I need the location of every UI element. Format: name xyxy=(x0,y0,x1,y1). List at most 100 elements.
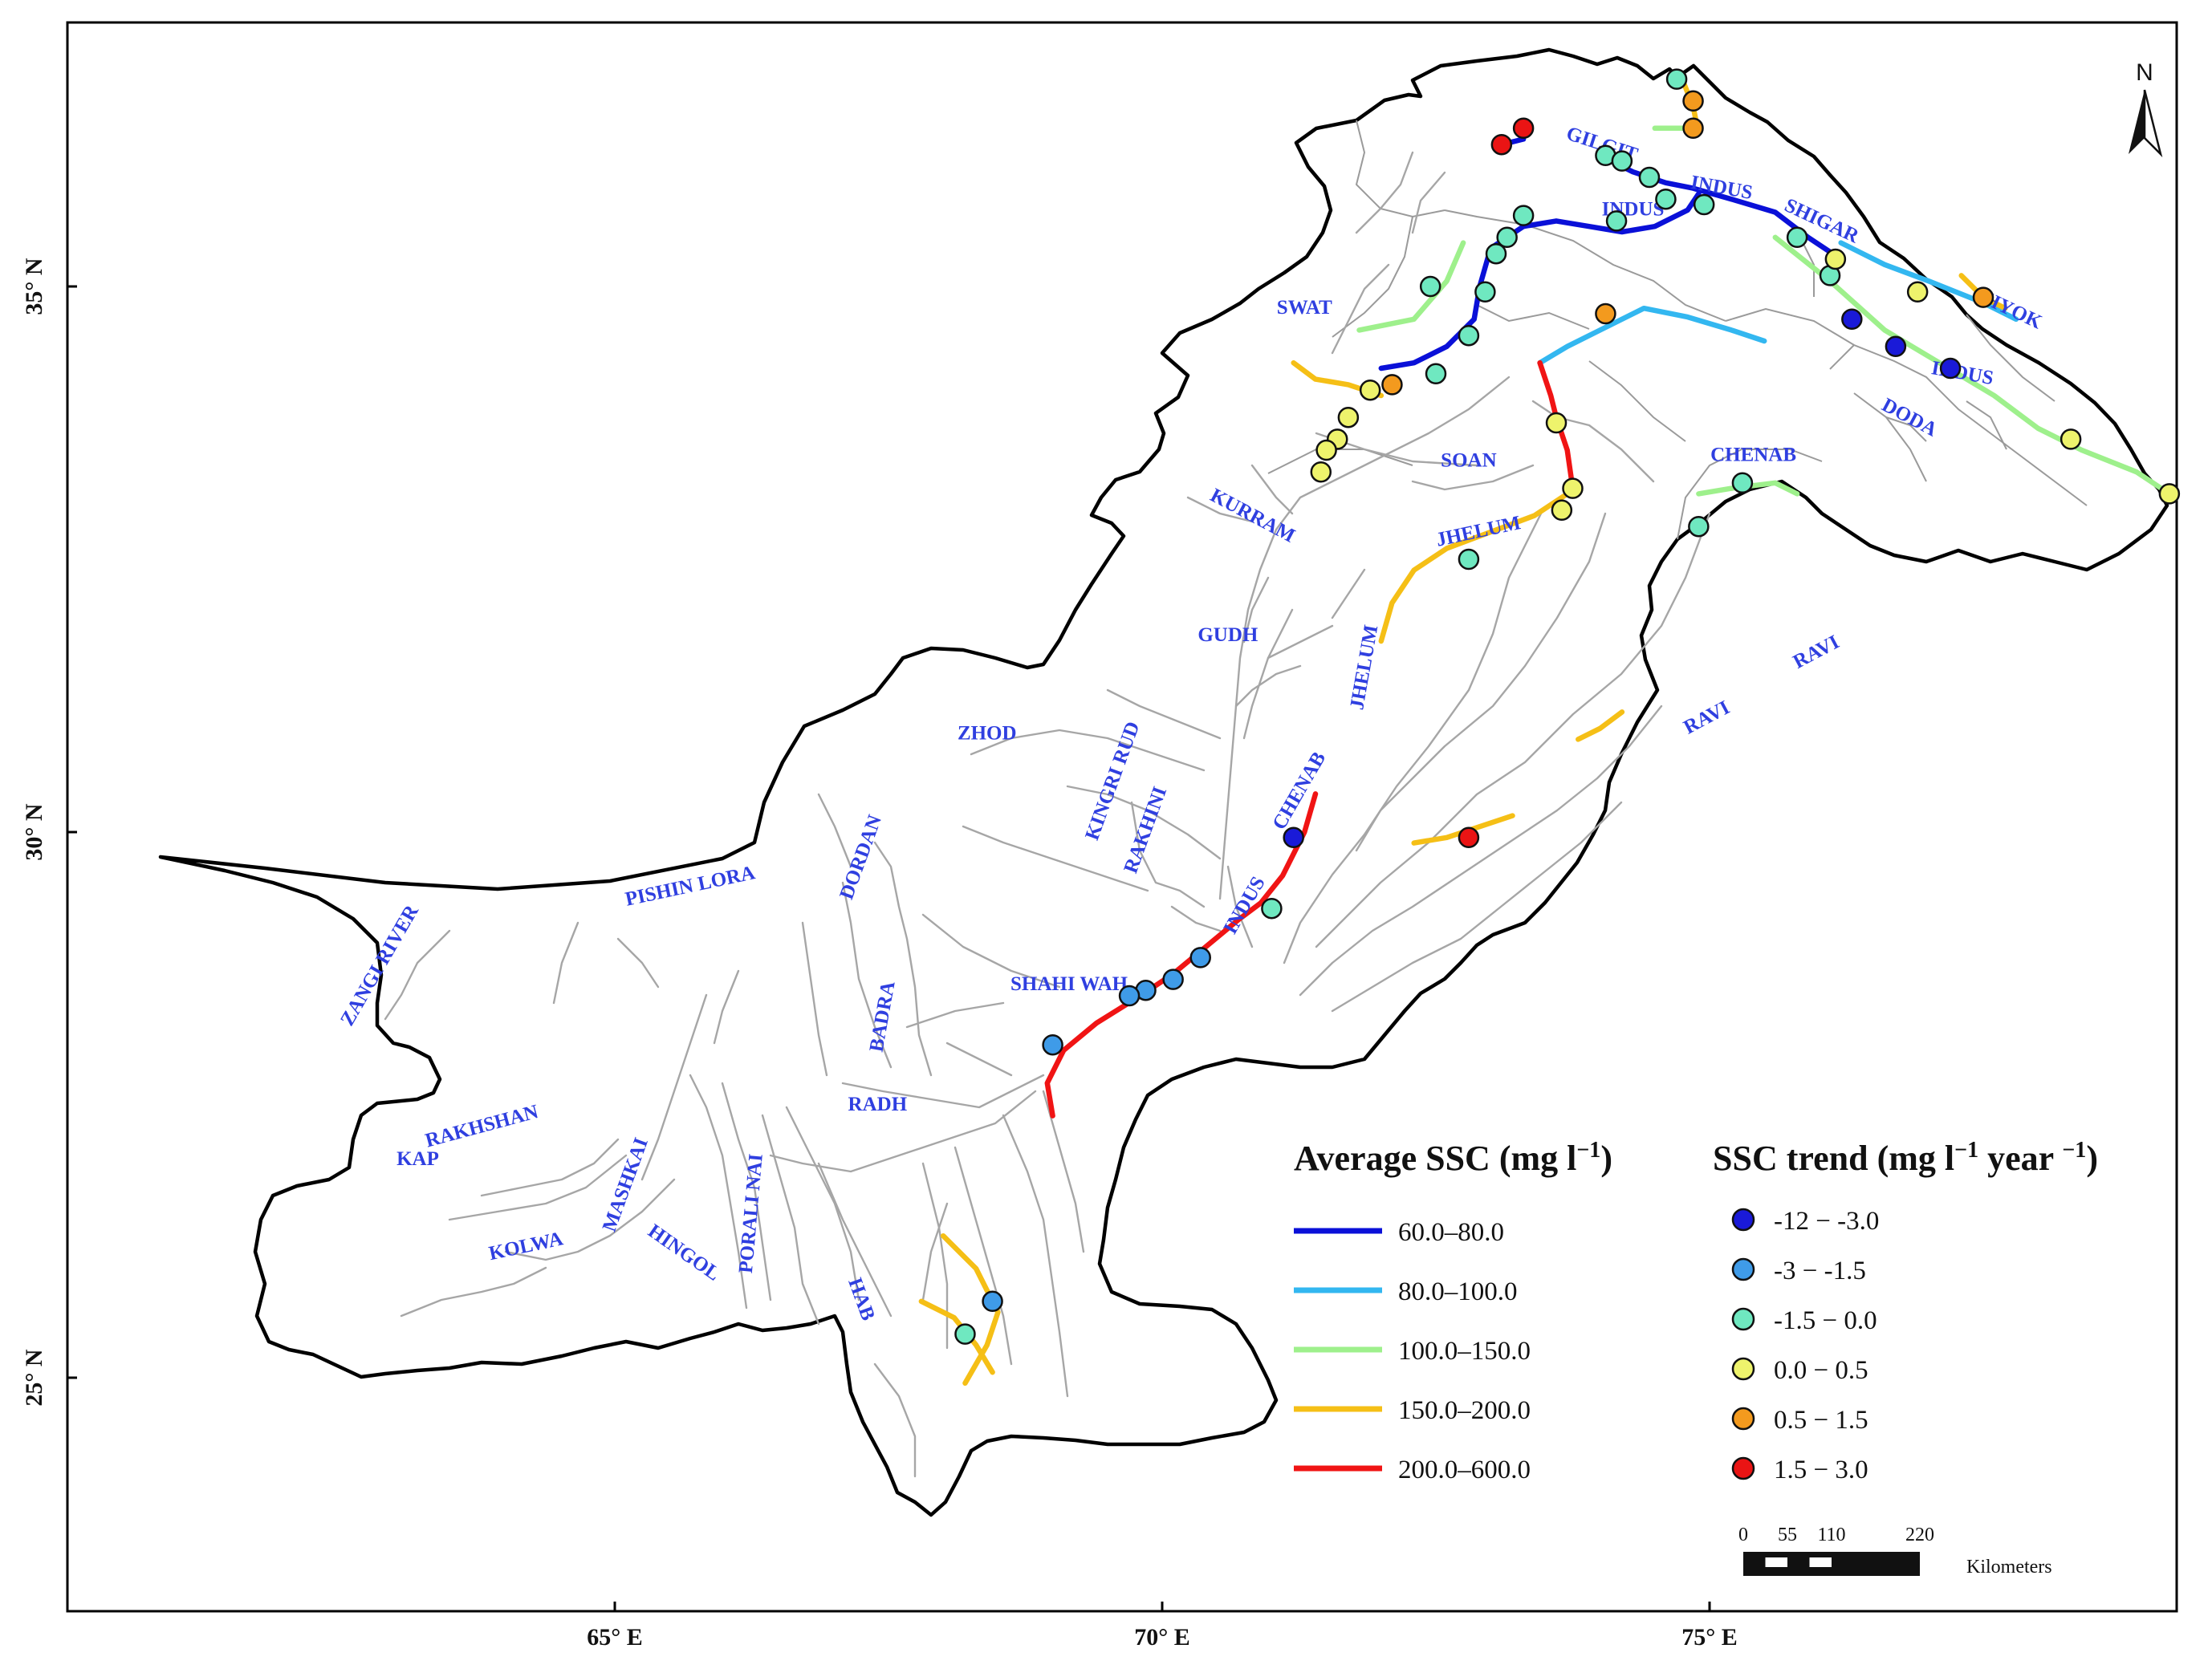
station-point xyxy=(1731,472,1754,494)
x-tick-label: 70° E xyxy=(1134,1624,1190,1651)
ssc-legend-label: 80.0–100.0 xyxy=(1398,1277,1518,1306)
scale-bar-tick-label: 0 xyxy=(1738,1525,1748,1545)
ssc-legend-label: 150.0–200.0 xyxy=(1398,1396,1531,1425)
station-point xyxy=(1512,205,1535,226)
station-point xyxy=(1496,226,1518,249)
trend-legend-swatch xyxy=(1731,1307,1755,1331)
ssc-legend-label: 200.0–600.0 xyxy=(1398,1456,1531,1484)
station-point xyxy=(1611,150,1633,172)
station-point xyxy=(1665,68,1688,90)
scale-bar-unit: Kilometers xyxy=(1966,1557,2052,1578)
trend-legend-label: -1.5 − 0.0 xyxy=(1774,1306,1877,1335)
y-tick-label: 30° N xyxy=(21,803,47,860)
scale-bar-tick-label: 220 xyxy=(1905,1525,1934,1545)
station-point xyxy=(1562,477,1584,499)
station-point xyxy=(1189,947,1211,968)
station-point xyxy=(1458,324,1480,347)
trend-legend-swatch xyxy=(1731,1208,1755,1232)
station-point xyxy=(1655,188,1677,210)
y-axis-ticks: 25° N 30° N 35° N xyxy=(21,258,77,1407)
station-point xyxy=(1490,133,1513,156)
river-label: SOAN xyxy=(1441,449,1496,471)
trend-legend-swatch xyxy=(1731,1456,1755,1480)
scale-bar-tick-label: 55 xyxy=(1778,1525,1797,1545)
station-point xyxy=(1310,461,1332,483)
ssc-segment-14 xyxy=(940,1232,1001,1387)
station-point xyxy=(1315,439,1337,461)
trend-legend-label: 0.0 − 0.5 xyxy=(1774,1356,1868,1385)
station-point xyxy=(1118,985,1141,1007)
station-point xyxy=(1283,826,1304,849)
x-axis-ticks: 65° E 70° E 75° E xyxy=(587,1602,1738,1651)
river-label: RAVI xyxy=(1790,631,1843,673)
river-label: SHAHI WAH xyxy=(1010,973,1128,995)
station-point xyxy=(954,1323,976,1345)
y-tick-label: 35° N xyxy=(21,258,47,315)
station-point xyxy=(1693,193,1715,216)
trend-legend-swatch xyxy=(1731,1357,1755,1381)
ssc-segment-5 xyxy=(1537,305,1767,366)
station-point xyxy=(1337,406,1360,428)
ssc-segment-8 xyxy=(1696,480,1800,497)
station-point xyxy=(1939,357,1962,380)
river-label: SWAT xyxy=(1277,297,1332,319)
station-point xyxy=(1551,499,1573,522)
river-label: ZHOD xyxy=(958,722,1017,744)
station-point xyxy=(1682,117,1704,140)
station-point xyxy=(1042,1033,1063,1056)
station-point xyxy=(1906,281,1929,303)
scale-bar-segment xyxy=(1809,1557,1832,1567)
station-point xyxy=(2158,483,2181,505)
station-point xyxy=(1458,826,1480,849)
station-point xyxy=(2060,428,2082,450)
ssc-segment-11 xyxy=(1378,491,1570,644)
basin-boundaries xyxy=(1267,120,2088,540)
ssc-segment-7 xyxy=(1356,240,1466,333)
north-arrow-icon xyxy=(2129,89,2163,158)
ssc-segment-4 xyxy=(1838,240,2019,323)
ssc-segment-19 xyxy=(1044,791,1319,1119)
trend-legend-swatch xyxy=(1731,1407,1755,1431)
station-point xyxy=(1972,286,1994,308)
station-point xyxy=(1824,248,1847,270)
ssc-segment-1 xyxy=(1520,191,1702,235)
station-point xyxy=(1359,379,1381,401)
station-point xyxy=(1458,548,1480,571)
trend-legend-label: 0.5 − 1.5 xyxy=(1774,1406,1868,1435)
ssc-legend-title: Average SSC (mg l−1) xyxy=(1294,1138,1612,1178)
trend-legend-label: 1.5 − 3.0 xyxy=(1774,1456,1868,1484)
y-tick-label: 25° N xyxy=(21,1349,47,1406)
station-point xyxy=(1162,968,1184,990)
river-label: GUDH xyxy=(1197,624,1258,646)
ssc-segment-13 xyxy=(1576,709,1625,742)
station-point xyxy=(1682,90,1704,112)
river-label: RAVI xyxy=(1680,696,1733,738)
station-point xyxy=(1605,210,1628,232)
ssc-legend-label: 60.0–80.0 xyxy=(1398,1218,1504,1247)
ssc-trend-stations xyxy=(954,68,2181,1345)
station-point xyxy=(1485,242,1507,265)
map-frame xyxy=(66,21,2178,1613)
north-label: N xyxy=(2136,59,2153,86)
trend-legend-swatch xyxy=(1731,1257,1755,1281)
ssc-legend-label: 100.0–150.0 xyxy=(1398,1337,1531,1366)
station-point xyxy=(1841,308,1863,331)
river-label: RADH xyxy=(848,1094,908,1115)
station-point xyxy=(1688,515,1710,538)
ssc-legend: Average SSC (mg l−1) 60.0–80.0 80.0–100.0… xyxy=(1294,1138,1612,1484)
station-point xyxy=(1786,226,1808,249)
station-point xyxy=(1885,335,1907,358)
station-point xyxy=(1595,303,1616,325)
north-arrow: N xyxy=(2129,59,2163,158)
river-label: KAP xyxy=(396,1148,439,1170)
ssc-segment-6 xyxy=(1772,234,2173,497)
station-point xyxy=(982,1290,1003,1313)
station-point xyxy=(1425,363,1447,385)
station-point xyxy=(1474,281,1496,303)
x-tick-label: 65° E xyxy=(587,1624,643,1651)
trend-legend-title: SSC trend (mg l−1 year −1) xyxy=(1713,1138,2098,1178)
scale-bar-tick-label: 110 xyxy=(1817,1525,1845,1545)
pakistan-boundary xyxy=(158,47,2169,1517)
river-label: CHENAB xyxy=(1710,445,1796,466)
scale-bar: 0 55 110 220 Kilometers xyxy=(1738,1525,2052,1578)
